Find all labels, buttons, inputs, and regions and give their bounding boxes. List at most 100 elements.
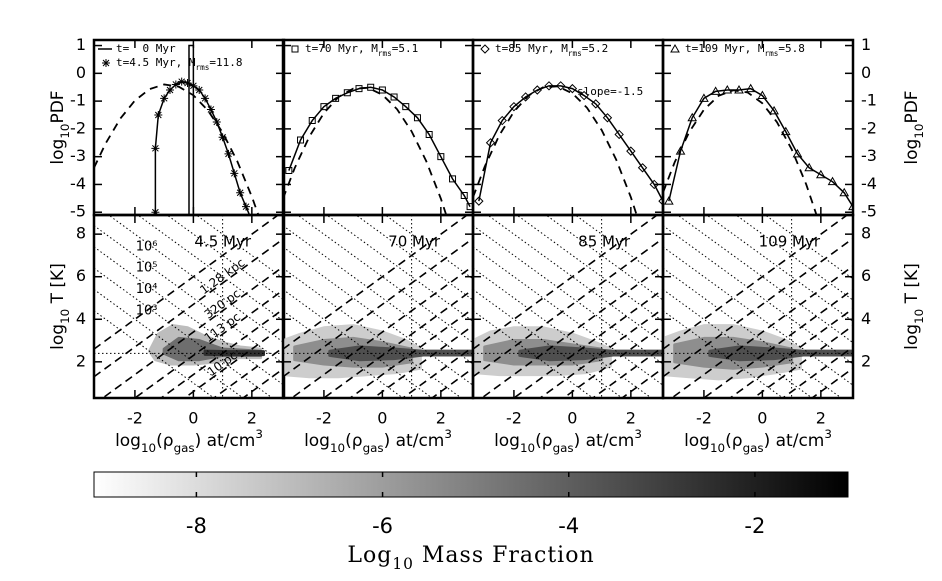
y-tick-label: -2: [861, 118, 877, 137]
text-part: rms: [378, 49, 392, 58]
text-part: gas: [743, 441, 764, 455]
time-label: 109 Myr: [759, 233, 821, 251]
text-part: rms: [568, 49, 582, 58]
text-part: log: [684, 431, 710, 451]
marker: [567, 83, 578, 94]
jeans-line: [94, 237, 284, 378]
colorbar-tick-label: -8: [186, 514, 207, 538]
time-label: 70 Myr: [388, 233, 441, 251]
text-part: gas: [363, 441, 384, 455]
legend-label: t= 0 Myr: [116, 42, 176, 55]
density-region: [518, 345, 663, 362]
marker: [332, 94, 340, 102]
marker: [591, 99, 601, 109]
jeans-label: 1.28 kpc: [197, 255, 247, 297]
jeans-line: [322, 288, 473, 398]
marker: [815, 169, 826, 179]
text-part: 10: [58, 309, 72, 324]
jeans-line: [401, 346, 473, 398]
y-tick-label: 4: [76, 309, 86, 328]
jeans-line: [473, 237, 663, 378]
text-part: PDF: [48, 90, 68, 123]
marker: [485, 138, 496, 148]
marker: [804, 162, 815, 172]
legend-label: t=85 Myr, Mrms=5.2: [495, 42, 608, 58]
text-part: T [K]: [902, 263, 922, 309]
x-tick-label: 0: [757, 409, 767, 428]
jeans-line: [663, 237, 853, 378]
marker: [390, 93, 398, 101]
jeans-line: [752, 325, 853, 398]
isobar: [325, 215, 473, 322]
marker: [687, 112, 698, 122]
y-axis-label: log10PDF: [48, 90, 72, 164]
jeans-line: [562, 325, 663, 398]
y-tick-label: 4: [861, 309, 871, 328]
text-part: (ρ: [156, 431, 173, 451]
legend-marker: [480, 44, 490, 54]
text-part: t=70 Myr, M: [305, 42, 378, 55]
text-part: t=109 Myr, M: [685, 42, 765, 55]
plot-area: [283, 215, 473, 398]
y-tick-label: 1: [861, 35, 871, 54]
dashed-curve: [94, 83, 260, 215]
marker: [177, 77, 186, 86]
marker: [224, 149, 233, 158]
text-part: rms: [195, 63, 209, 72]
marker: [230, 169, 239, 178]
marker: [297, 136, 305, 144]
marker: [460, 192, 468, 200]
x-tick-label: -2: [506, 409, 522, 428]
y-axis-label: log10 T [K]: [902, 263, 926, 350]
pdf-curve: [188, 44, 195, 215]
y-tick-label: -3: [70, 146, 86, 165]
x-tick-label: 2: [247, 409, 257, 428]
marker: [602, 113, 613, 123]
marker: [792, 148, 803, 158]
x-tick-label: -2: [127, 409, 143, 428]
text-part: 10: [520, 441, 535, 455]
y-tick-label: 0: [76, 63, 86, 82]
x-axis-label: log10(ρgas) at/cm3: [684, 427, 832, 455]
legend-label: t=109 Myr, Mrms=5.8: [685, 42, 805, 58]
marker: [722, 84, 733, 94]
jeans-line: [183, 325, 284, 398]
y-tick-label: -5: [70, 202, 86, 221]
marker: [425, 130, 433, 138]
isobar: [296, 215, 473, 344]
colorbar-tick-label: -6: [372, 514, 393, 538]
text-part: t=4.5 Myr, M: [116, 56, 196, 69]
text-part: log: [115, 431, 141, 451]
jeans-line: [283, 237, 473, 378]
isobar: [676, 215, 853, 344]
jeans-line: [159, 307, 284, 398]
text-part: log: [48, 139, 68, 165]
jeans-line: [473, 215, 659, 350]
time-label: 4.5 Myr: [194, 233, 251, 251]
marker: [699, 93, 709, 102]
jeans-line: [133, 288, 284, 398]
marker: [413, 114, 421, 122]
text-part: t= 0 Myr: [116, 42, 176, 55]
text-part: T [K]: [48, 263, 68, 309]
y-tick-label: -4: [861, 174, 877, 193]
y-axis-label: log10PDF: [902, 90, 926, 164]
y-tick-label: 0: [861, 63, 871, 82]
marker: [355, 85, 363, 93]
plot-area: [663, 215, 853, 398]
text-part: 3: [824, 427, 832, 441]
legend-marker: [102, 59, 110, 67]
plot-area: [663, 83, 853, 215]
text-part: Mass Fraction: [414, 543, 595, 568]
text-part: Log: [347, 543, 392, 568]
text-part: 10: [330, 441, 345, 455]
isobar: [486, 215, 663, 344]
isobar-label: 10³: [136, 303, 158, 318]
text-part: =5.1: [392, 42, 419, 55]
marker: [544, 81, 554, 91]
marker: [757, 90, 768, 100]
jeans-line: [512, 288, 663, 398]
legend-label: t=70 Myr, Mrms=5.1: [305, 42, 418, 58]
plot-area: [473, 215, 663, 398]
y-tick-label: 2: [76, 351, 86, 370]
